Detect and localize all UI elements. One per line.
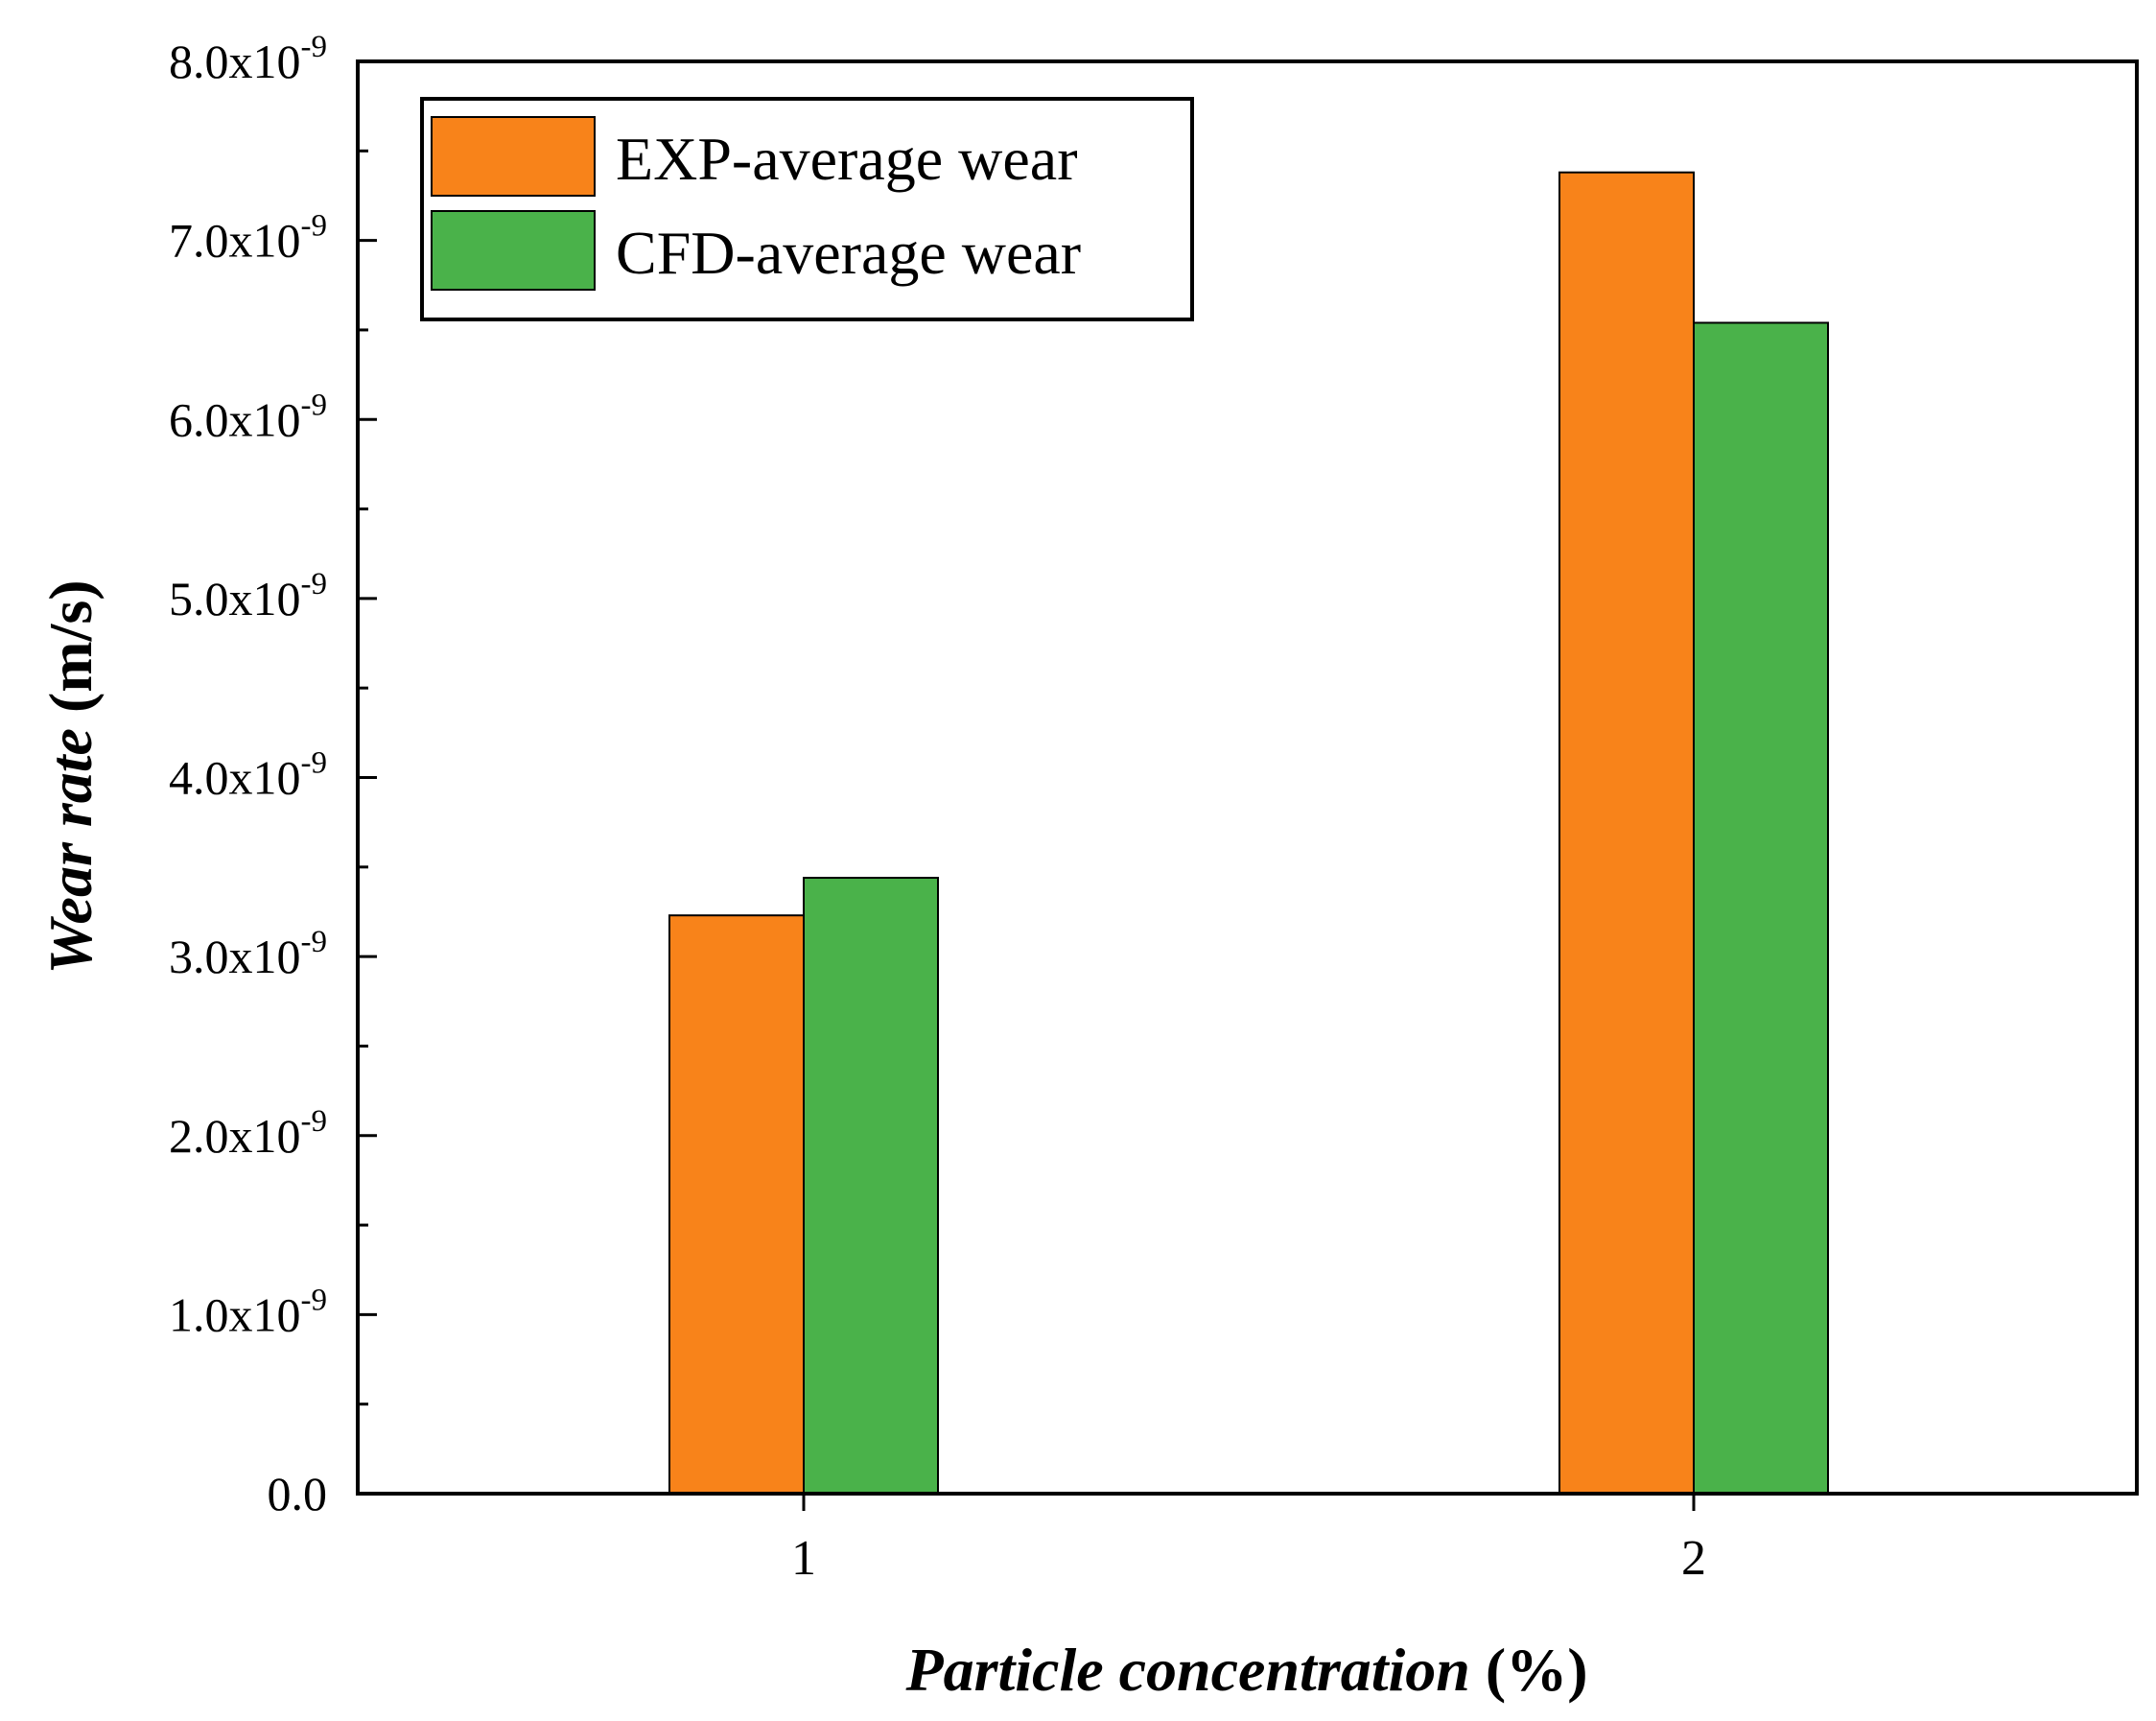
y-tick-label: 6.0x10-9 [169, 388, 327, 446]
legend: EXP-average wear CFD-average wear [420, 97, 1194, 321]
y-tick-label: 1.0x10-9 [169, 1283, 327, 1341]
legend-swatch-cfd [431, 210, 596, 291]
y-axis-title-unit: (m/s) [36, 579, 105, 728]
x-axis-title-unit: (%) [1470, 1636, 1588, 1704]
y-tick-label: 4.0x10-9 [169, 746, 327, 805]
y-tick-label: 8.0x10-9 [169, 30, 327, 88]
bars-group [668, 171, 1829, 1495]
y-tick-label: 7.0x10-9 [169, 209, 327, 268]
legend-swatch-exp [431, 116, 596, 197]
bar-cfd-cat-1 [803, 877, 939, 1495]
y-tick-label: 0.0 [268, 1467, 328, 1521]
y-axis-title-italic: Wear rate [36, 728, 105, 975]
legend-label-cfd: CFD-average wear [616, 219, 1081, 287]
y-ticks-group: 0.0 1.0x10-9 2.0x10-9 3.0x10-9 4.0x10-9 5.0x1… [169, 30, 377, 1521]
y-tick-label: 5.0x10-9 [169, 567, 327, 625]
legend-label-exp: EXP-average wear [616, 125, 1078, 193]
plot-frame [356, 59, 2139, 1496]
x-axis-title: Particle concentration (%) [904, 1636, 1587, 1704]
x-tick-label: 1 [791, 1531, 816, 1586]
y-tick-label: 2.0x10-9 [169, 1104, 327, 1163]
y-axis-title: Wear rate (m/s) [36, 579, 105, 974]
bar-exp-cat-2 [1558, 171, 1695, 1495]
bar-cfd-cat-2 [1693, 321, 1829, 1495]
bar-exp-cat-1 [668, 914, 805, 1495]
x-tick-label: 2 [1681, 1531, 1706, 1586]
x-axis-title-italic: Particle concentration [904, 1636, 1469, 1704]
y-tick-label: 3.0x10-9 [169, 925, 327, 983]
